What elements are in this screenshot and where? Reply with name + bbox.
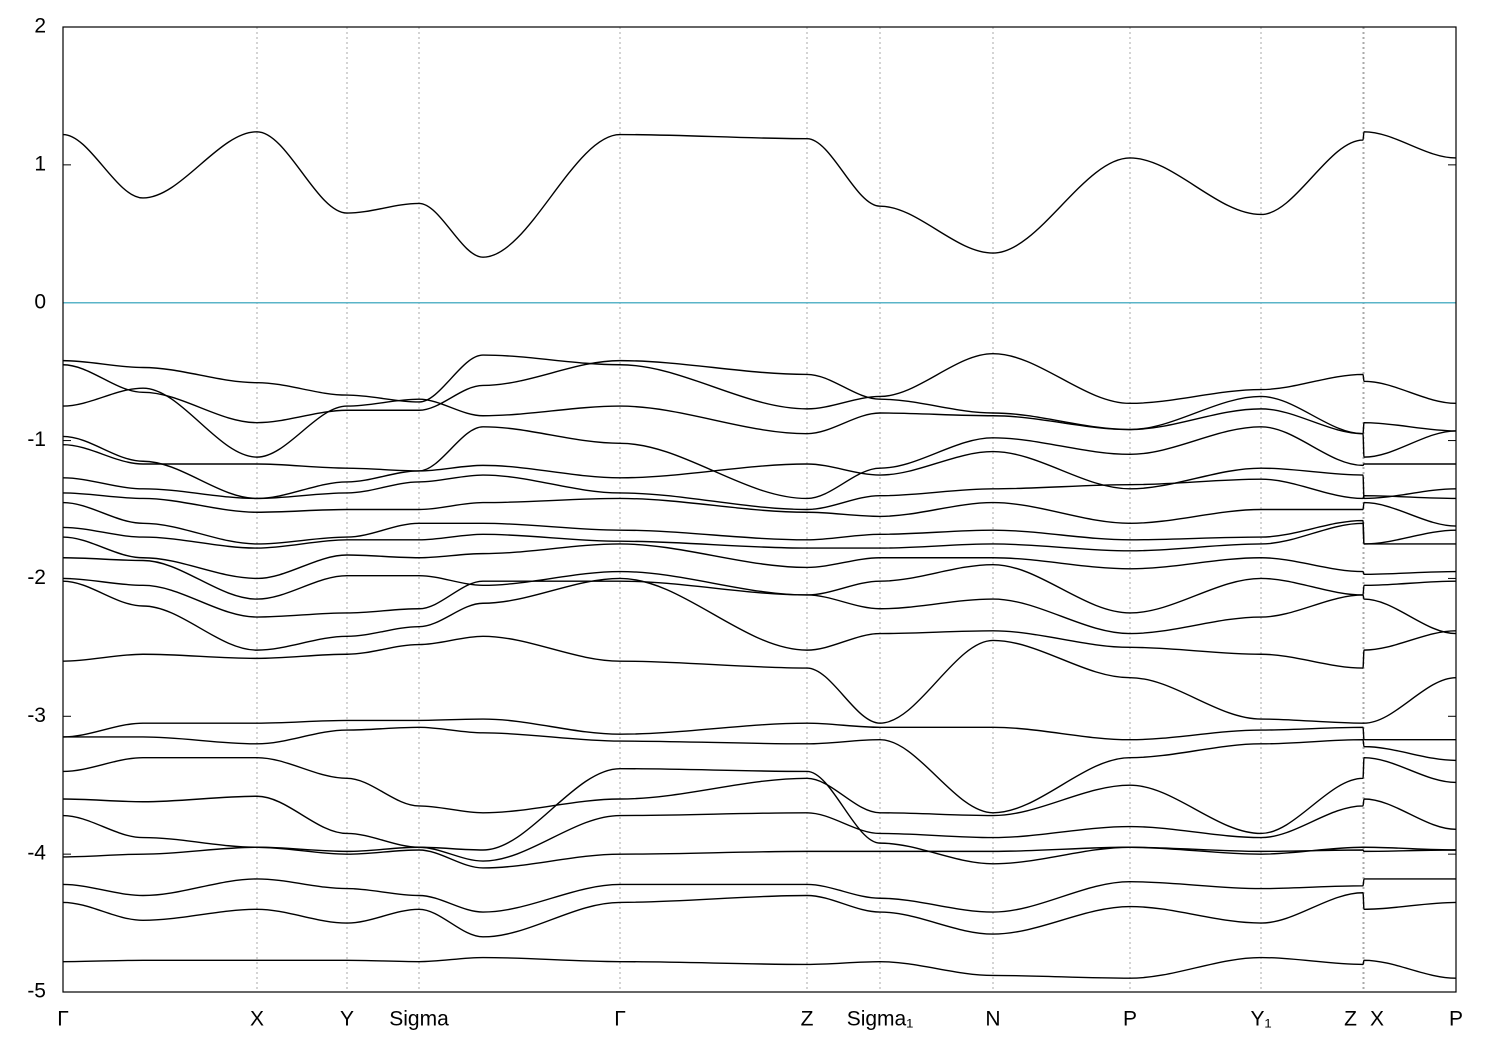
band-line bbox=[62, 878, 1456, 913]
x-tick-label: Γ bbox=[57, 1008, 69, 1031]
y-tick-label: -4 bbox=[27, 842, 46, 865]
y-tick-label: -2 bbox=[27, 566, 46, 589]
band-line bbox=[62, 756, 1457, 835]
plot-frame bbox=[62, 26, 1457, 993]
band-line bbox=[62, 353, 1457, 410]
band-line bbox=[62, 577, 1457, 635]
y-tick-label: 1 bbox=[34, 152, 46, 175]
x-tick-label: X bbox=[250, 1008, 264, 1031]
x-tick-label: Sigma₁ bbox=[847, 1008, 914, 1031]
band-line bbox=[62, 892, 1457, 938]
band-line bbox=[63, 726, 1457, 814]
band-line bbox=[62, 444, 1457, 500]
x-tick-label: Y bbox=[340, 1008, 354, 1031]
band-line bbox=[62, 795, 1457, 862]
band-line bbox=[62, 635, 1457, 724]
band-line bbox=[62, 557, 1457, 614]
band-line bbox=[62, 131, 1457, 258]
band-line bbox=[62, 718, 1456, 741]
band-line bbox=[62, 767, 1457, 865]
band-line bbox=[62, 846, 1457, 869]
band-line bbox=[62, 501, 1457, 545]
band-line bbox=[62, 577, 1457, 669]
band-line bbox=[62, 956, 1457, 979]
y-tick-label: 2 bbox=[34, 15, 46, 38]
band-line bbox=[62, 522, 1456, 552]
x-tick-label: P bbox=[1123, 1008, 1137, 1031]
y-tick-label: 0 bbox=[34, 290, 46, 313]
x-tick-label: Z bbox=[801, 1008, 814, 1031]
band-line bbox=[62, 359, 1457, 435]
y-tick-label: -1 bbox=[27, 428, 46, 451]
band-line bbox=[62, 426, 1456, 500]
band-line bbox=[62, 536, 1457, 580]
y-tick-label: -5 bbox=[27, 980, 46, 1003]
x-tick-label: Γ bbox=[614, 1008, 626, 1031]
x-tick-label: N bbox=[985, 1008, 1000, 1031]
x-tick-label: Z bbox=[1344, 1008, 1357, 1031]
band-line bbox=[62, 387, 1457, 458]
x-tick-label: Sigma bbox=[389, 1008, 449, 1031]
band-line bbox=[62, 474, 1457, 511]
y-tick-label: -3 bbox=[27, 704, 46, 727]
x-tick-label: Y₁ bbox=[1250, 1008, 1271, 1031]
x-tick-label: X bbox=[1370, 1008, 1384, 1031]
band-line bbox=[62, 492, 1457, 527]
x-tick-label: P bbox=[1449, 1008, 1463, 1031]
